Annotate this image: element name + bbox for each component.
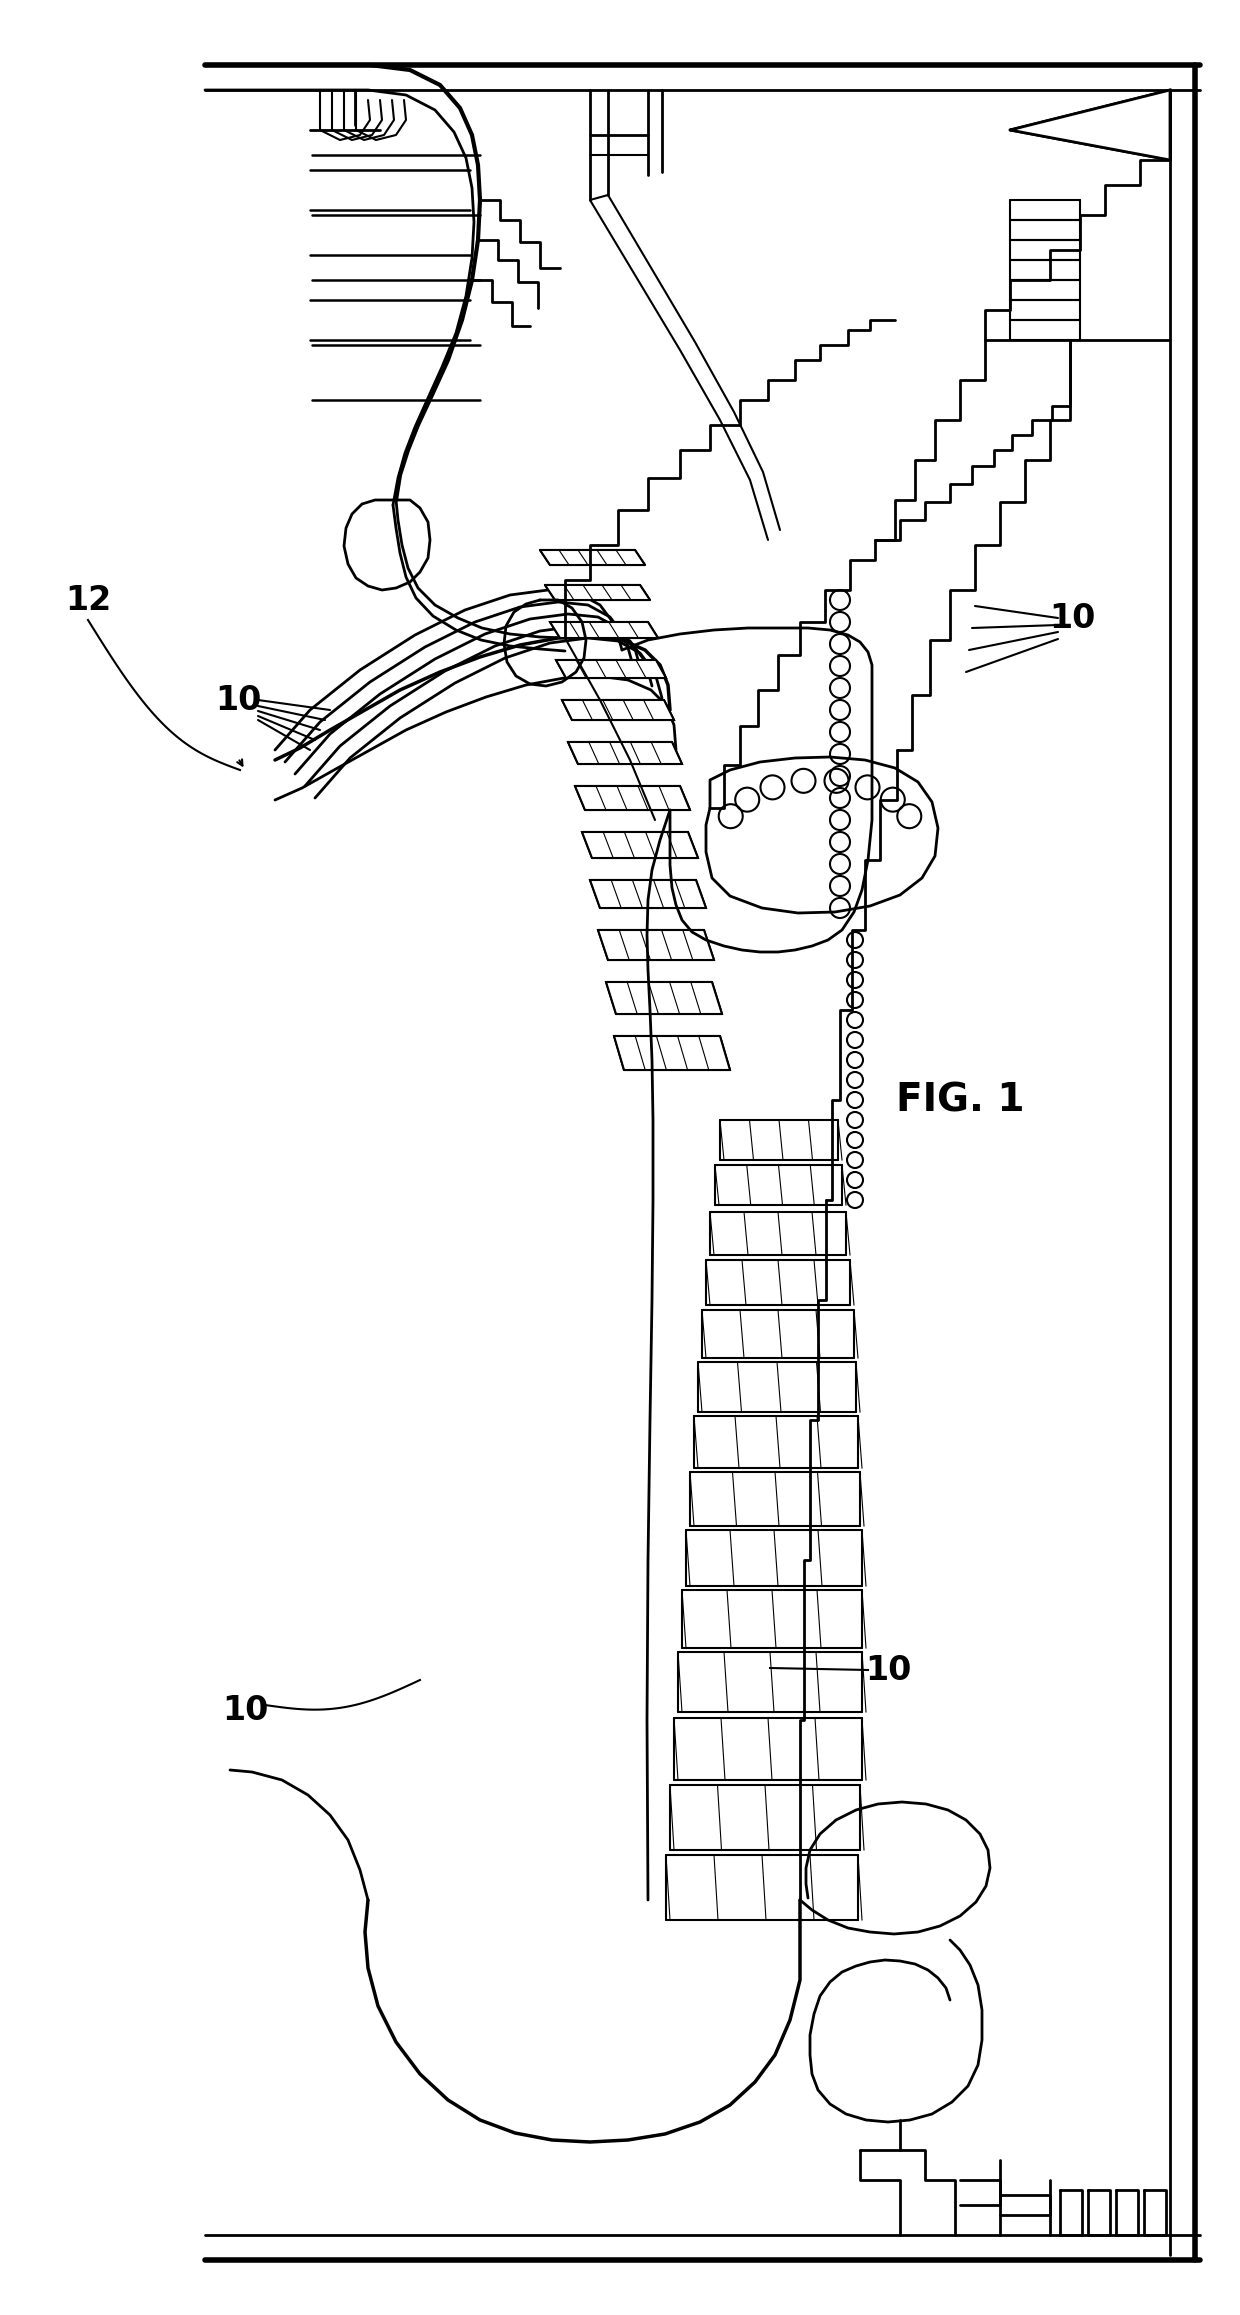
Polygon shape: [551, 623, 658, 639]
Text: 10: 10: [215, 683, 262, 718]
Polygon shape: [575, 787, 689, 810]
Text: 10: 10: [222, 1695, 268, 1727]
Polygon shape: [1011, 90, 1171, 160]
Text: 12: 12: [64, 583, 112, 616]
Polygon shape: [562, 699, 675, 720]
Polygon shape: [606, 982, 722, 1014]
Polygon shape: [539, 551, 645, 565]
Text: FIG. 1: FIG. 1: [895, 1081, 1024, 1118]
Polygon shape: [598, 931, 714, 961]
Polygon shape: [582, 831, 698, 859]
Polygon shape: [590, 880, 706, 907]
Polygon shape: [546, 586, 650, 600]
Polygon shape: [568, 743, 682, 764]
Text: 10: 10: [1049, 602, 1095, 634]
Polygon shape: [614, 1037, 730, 1070]
Text: 10: 10: [864, 1653, 911, 1688]
Polygon shape: [556, 660, 666, 678]
